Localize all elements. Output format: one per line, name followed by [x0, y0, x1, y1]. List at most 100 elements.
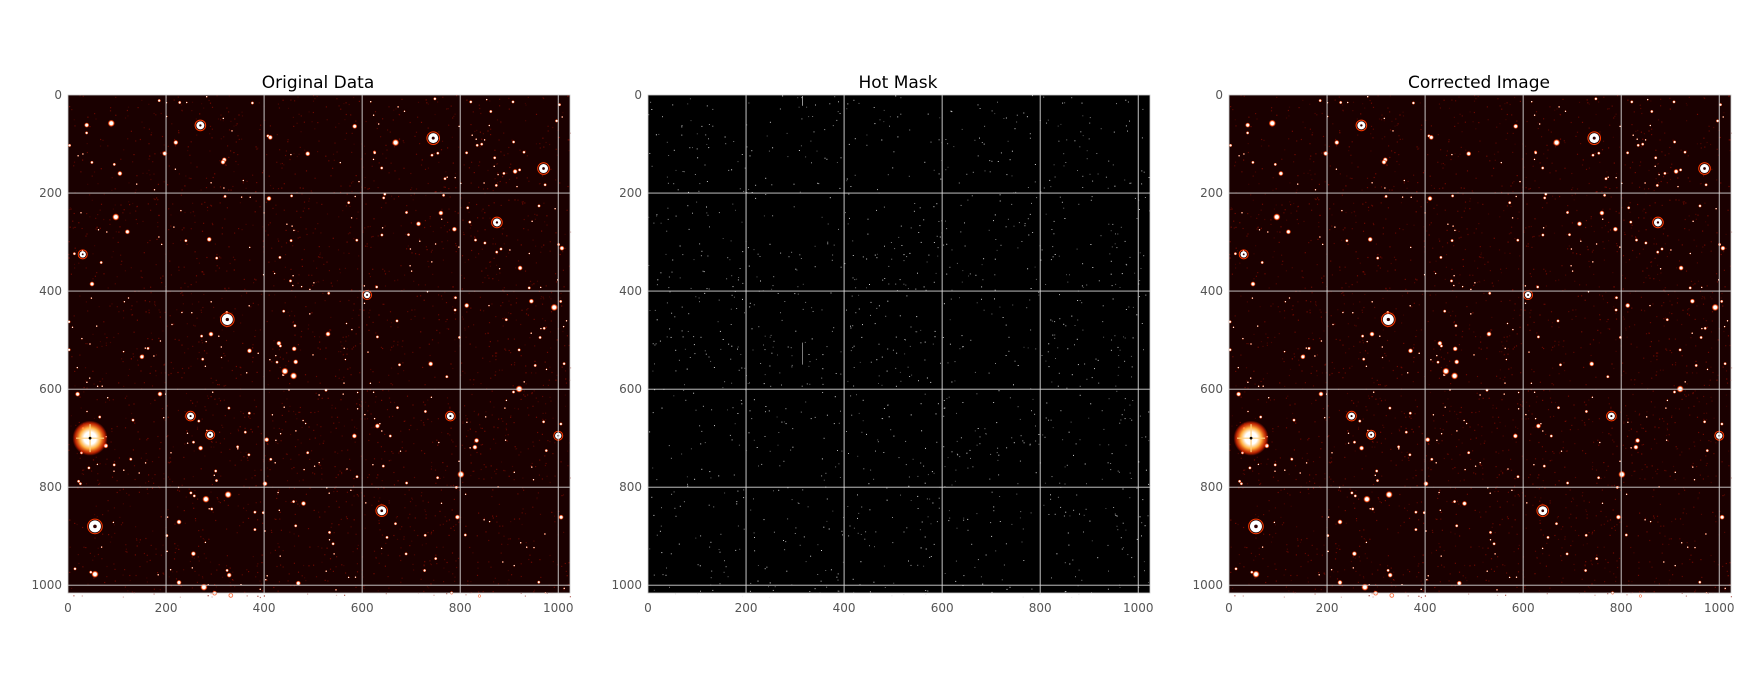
mask-pixel: [853, 385, 855, 387]
star: [554, 119, 559, 123]
mask-pixel: [709, 226, 710, 228]
noise-pixel: [438, 161, 440, 163]
noise-pixel: [134, 422, 136, 424]
noise-pixel: [317, 256, 320, 258]
noise-pixel: [1683, 477, 1685, 479]
mask-pixel: [765, 177, 767, 179]
noise-pixel: [1328, 476, 1330, 478]
star: [562, 362, 566, 366]
noise-pixel: [94, 245, 96, 247]
noise-pixel: [471, 393, 473, 396]
mask-pixel: [999, 496, 1001, 497]
noise-pixel: [440, 227, 442, 229]
noise-pixel: [240, 451, 242, 453]
mask-pixel: [791, 366, 793, 368]
star: [488, 304, 490, 307]
noise-pixel: [338, 216, 340, 218]
mask-pixel: [718, 212, 720, 214]
star: [364, 501, 367, 504]
mask-pixel: [1006, 588, 1008, 590]
noise-pixel: [444, 291, 446, 293]
noise-pixel: [532, 441, 534, 443]
mask-pixel: [899, 279, 901, 281]
mask-pixel: [979, 108, 981, 109]
noise-pixel: [541, 303, 544, 305]
noise-pixel: [225, 163, 227, 166]
noise-pixel: [452, 297, 454, 300]
noise-pixel: [540, 251, 542, 253]
noise-pixel: [398, 452, 400, 454]
mask-pixel: [737, 348, 738, 350]
bright-star-ring: [220, 312, 235, 327]
noise-pixel: [1312, 477, 1314, 479]
noise-pixel: [255, 406, 257, 408]
mask-pixel: [857, 494, 858, 496]
mask-pixel: [696, 133, 698, 135]
noise-pixel: [150, 403, 152, 405]
noise-pixel: [403, 370, 405, 372]
star: [211, 391, 214, 394]
noise-pixel: [371, 236, 373, 238]
noise-pixel: [163, 573, 165, 575]
mask-pixel: [994, 258, 996, 260]
star: [131, 418, 135, 422]
mask-pixel: [728, 343, 730, 345]
noise-pixel: [112, 237, 114, 239]
noise-pixel: [470, 581, 472, 583]
noise-pixel: [539, 459, 541, 461]
noise-pixel: [113, 460, 116, 463]
noise-pixel: [351, 151, 353, 153]
noise-pixel: [564, 394, 566, 396]
mask-pixel: [877, 189, 878, 191]
noise-pixel: [178, 266, 180, 268]
noise-pixel: [408, 380, 410, 382]
noise-pixel: [131, 305, 133, 307]
noise-pixel: [1457, 122, 1459, 124]
star: [346, 468, 348, 470]
mask-pixel: [730, 240, 732, 242]
noise-pixel: [255, 510, 258, 512]
mask-pixel: [733, 474, 735, 476]
noise-pixel: [113, 507, 115, 509]
mask-pixel: [1086, 158, 1088, 160]
noise-pixel: [139, 138, 141, 141]
noise-pixel: [312, 284, 314, 287]
mask-pixel: [930, 556, 932, 557]
noise-pixel: [207, 595, 209, 597]
noise-pixel: [79, 457, 81, 459]
noise-pixel: [441, 431, 443, 434]
noise-pixel: [220, 114, 222, 116]
mask-pixel: [841, 450, 843, 452]
noise-pixel: [367, 476, 369, 479]
noise-pixel: [520, 355, 522, 357]
noise-pixel: [202, 538, 204, 540]
mask-pixel: [759, 256, 761, 257]
noise-pixel: [397, 326, 399, 328]
noise-pixel: [252, 361, 254, 363]
noise-pixel: [348, 299, 350, 302]
noise-pixel: [1377, 265, 1379, 267]
noise-pixel: [258, 102, 260, 104]
mask-pixel: [964, 245, 966, 247]
noise-pixel: [452, 441, 454, 443]
mask-pixel: [679, 277, 681, 279]
noise-pixel: [485, 411, 487, 413]
noise-pixel: [134, 382, 136, 384]
noise-pixel: [521, 201, 523, 203]
noise-pixel: [85, 343, 87, 345]
mask-pixel: [910, 326, 912, 328]
saturated-core: [88, 436, 92, 440]
noise-pixel: [1510, 367, 1512, 369]
noise-pixel: [1591, 564, 1593, 566]
noise-pixel: [344, 267, 346, 269]
star: [139, 354, 145, 360]
noise-pixel: [1656, 515, 1659, 517]
noise-pixel: [97, 473, 99, 475]
noise-pixel: [531, 392, 533, 394]
noise-pixel: [442, 546, 444, 548]
noise-pixel: [148, 128, 150, 130]
noise-pixel: [1604, 476, 1606, 478]
mask-pixel: [719, 551, 721, 553]
noise-pixel: [535, 416, 538, 418]
noise-pixel: [1726, 382, 1729, 384]
